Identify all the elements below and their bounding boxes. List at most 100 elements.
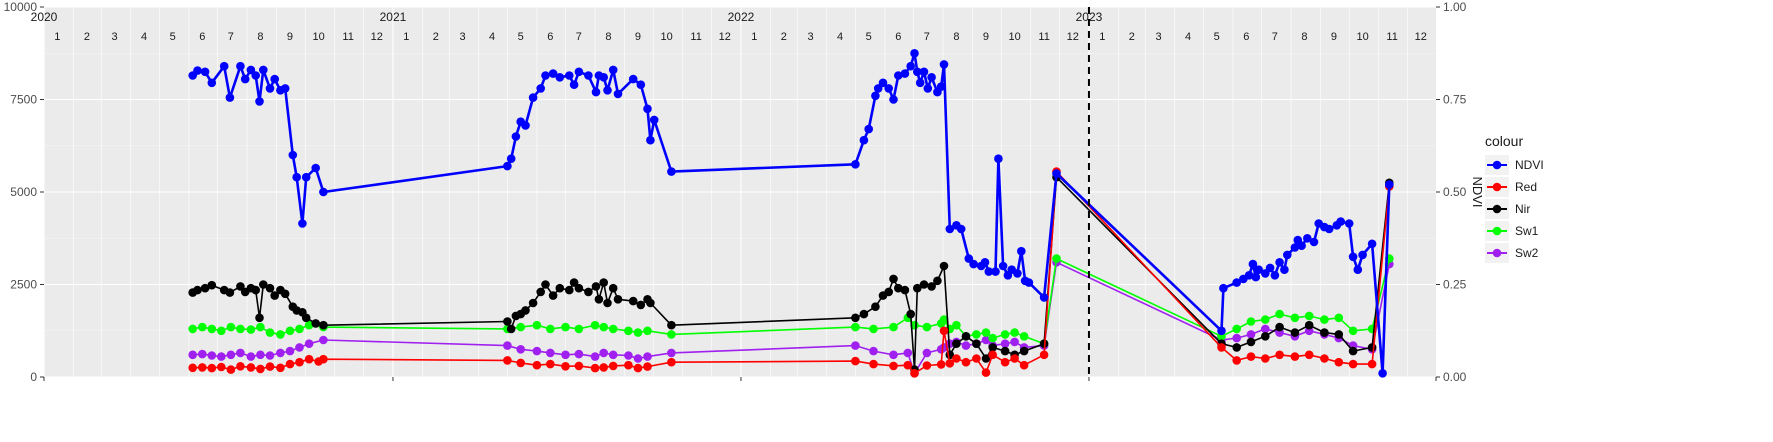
ndvi-data-point: [927, 73, 936, 82]
sw1-data-point: [188, 324, 197, 334]
ndvi-series-line: [191, 51, 1391, 375]
sw1-data-point: [226, 322, 236, 332]
red-data-point: [981, 368, 991, 377]
nir-data-point: [503, 317, 512, 326]
month-label: 3: [807, 31, 813, 43]
sw1-data-point: [574, 324, 584, 334]
red-data-point: [945, 359, 955, 368]
ndvi-data-point: [1367, 239, 1377, 249]
sw1-data-point: [532, 320, 542, 330]
red-data-point: [599, 363, 608, 372]
nir-data-point: [871, 302, 880, 312]
sw2-data-point: [889, 350, 898, 360]
ndvi-data-point: [311, 163, 321, 173]
sw1-data-point: [608, 324, 618, 334]
sw1-data-point: [1052, 254, 1061, 263]
nir-data-point: [301, 313, 311, 323]
month-label: 5: [866, 31, 872, 43]
red-data-point: [295, 357, 304, 367]
ndvi-data-point: [1013, 269, 1022, 278]
sw2-data-point: [198, 349, 207, 359]
nir-data-point: [667, 320, 676, 330]
red-data-point: [226, 365, 236, 374]
sw1-data-point: [265, 328, 275, 337]
sw2-data-point: [503, 341, 512, 350]
sw2-data-point: [236, 348, 245, 358]
month-label: 6: [199, 31, 205, 43]
ndvi-data-point: [207, 78, 217, 88]
month-label: 10: [1356, 31, 1368, 43]
ndvi-data-point: [569, 80, 579, 89]
nir-data-point: [927, 282, 936, 291]
sw2-data-point: [207, 351, 217, 360]
red-data-point: [961, 357, 971, 367]
ndvi-data-point: [984, 267, 994, 276]
ndvi-data-point: [246, 65, 256, 75]
red-data-point: [988, 350, 997, 360]
ndvi-data-point: [980, 258, 990, 267]
nir-data-point: [613, 295, 623, 304]
ndvi-data-point: [608, 65, 618, 75]
red-data-point: [198, 363, 207, 372]
sw2-data-point: [285, 346, 295, 356]
red-data-point: [246, 363, 256, 372]
legend-swatch-sw2: [1492, 248, 1502, 258]
ndvi-data-point: [1275, 258, 1284, 267]
sw1-data-point: [1275, 309, 1284, 319]
nir-data-point: [225, 288, 235, 297]
nir-data-point: [851, 313, 860, 323]
sw1-data-point: [246, 325, 256, 334]
month-label: 4: [1185, 31, 1191, 43]
sw2-data-point: [599, 348, 608, 358]
ndvi-data-point: [236, 61, 245, 71]
month-label: 8: [1301, 31, 1307, 43]
month-label: 4: [141, 31, 147, 43]
ndvi-data-point: [521, 121, 530, 130]
sw1-data-point: [1246, 317, 1256, 326]
red-data-point: [889, 361, 898, 371]
left-axis-tick-label: 7500: [10, 93, 37, 107]
sw1-data-point: [1290, 313, 1300, 323]
ndvi-data-point: [1283, 250, 1292, 260]
red-data-point: [276, 363, 285, 373]
red-data-point: [1232, 356, 1241, 365]
red-data-point: [1334, 357, 1344, 367]
sw1-data-point: [667, 330, 676, 339]
red-data-point: [1000, 357, 1010, 367]
ndvi-data-point: [613, 89, 623, 99]
sw1-data-point: [295, 324, 304, 334]
ndvi-data-point: [851, 160, 860, 169]
sw2-data-point: [624, 351, 633, 360]
legend-label-sw2: Sw2: [1515, 246, 1539, 260]
nir-data-point: [952, 339, 961, 349]
ndvi-data-point: [900, 69, 910, 78]
month-label: 7: [228, 31, 234, 43]
sw2-data-point: [903, 348, 913, 358]
month-label: 3: [111, 31, 117, 43]
ndvi-data-point: [292, 172, 302, 182]
sw1-data-point: [643, 326, 652, 336]
nir-data-point: [981, 354, 991, 363]
right-axis-tick-label: 0.75: [1443, 93, 1467, 107]
ndvi-data-point: [255, 97, 264, 106]
sw1-data-point: [1000, 330, 1010, 339]
sw2-data-point: [869, 346, 878, 356]
ndvi-data-point: [1297, 241, 1306, 250]
red-data-point: [1275, 350, 1284, 360]
nir-data-point: [311, 319, 321, 328]
sw1-data-point: [1010, 328, 1019, 337]
red-data-point: [1304, 350, 1314, 360]
nir-data-point: [280, 289, 290, 299]
ndvi-data-point: [603, 86, 612, 95]
sw1-data-point: [207, 324, 217, 334]
ndvi-data-point: [319, 187, 328, 197]
legend-swatch-ndvi: [1492, 160, 1502, 170]
ndvi-data-point: [1353, 265, 1363, 275]
sw2-data-point: [561, 350, 570, 360]
sw2-data-point: [1261, 324, 1270, 334]
right-axis-tick-label: 0.00: [1443, 370, 1467, 384]
nir-data-point: [1000, 346, 1010, 356]
red-data-point: [207, 363, 217, 373]
nir-data-point: [569, 278, 579, 287]
sw1-data-point: [217, 326, 226, 336]
